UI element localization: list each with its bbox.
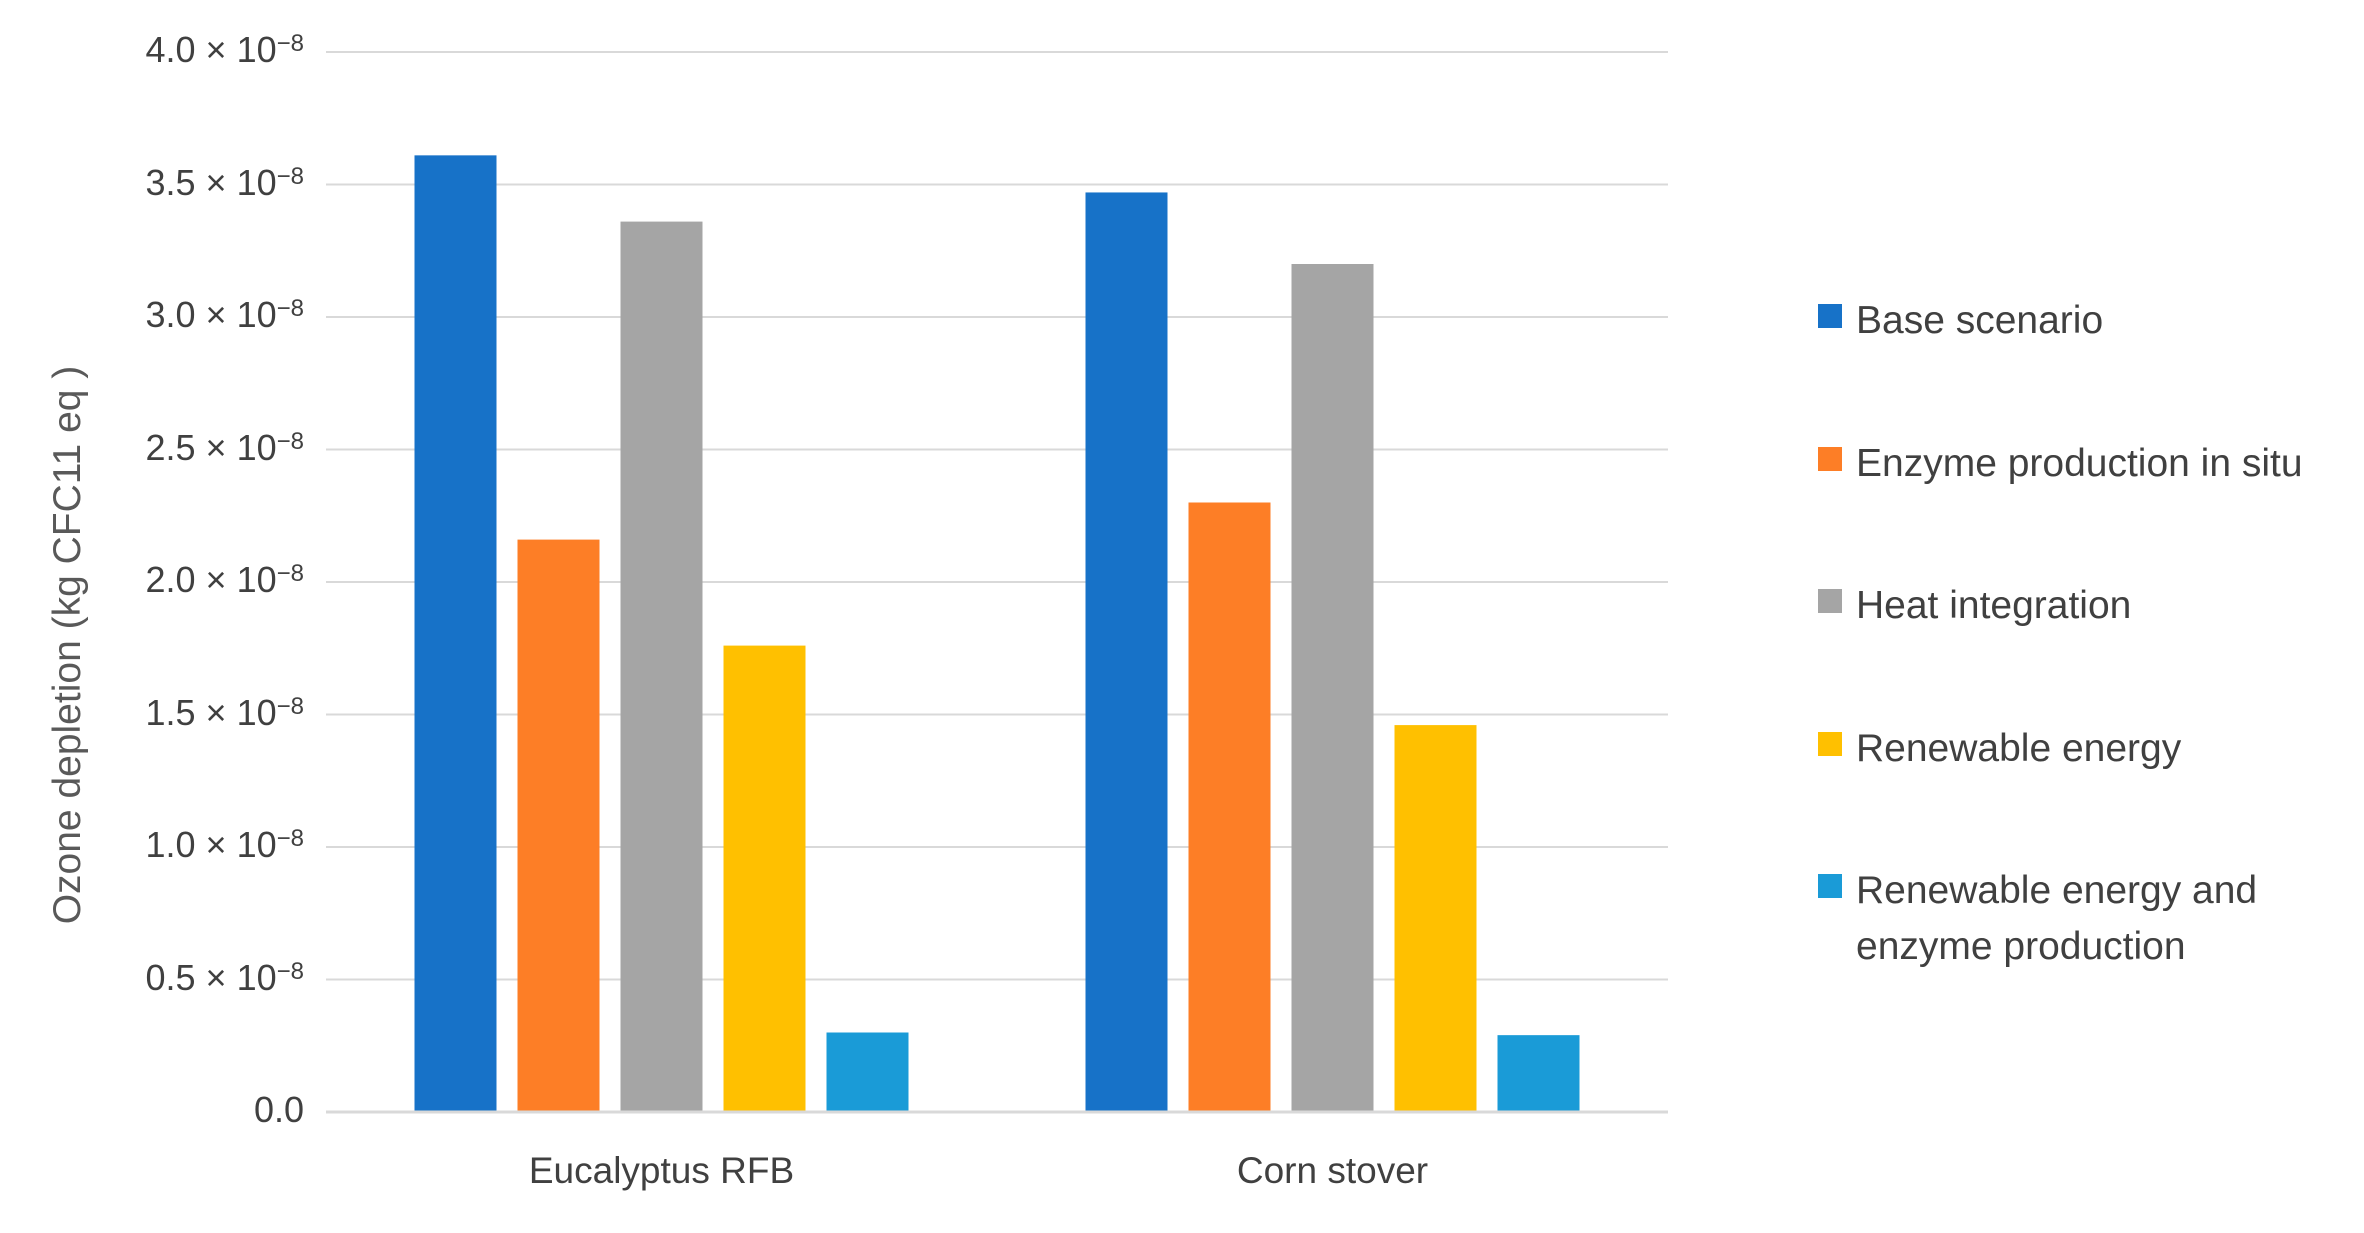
x-category-label: Eucalyptus RFB <box>528 1150 795 1191</box>
y-tick-label: 2.0 × 10−8 <box>145 559 305 600</box>
legend-item: Heat integration <box>1818 578 2364 634</box>
bars <box>414 155 1580 1113</box>
legend-item: Base scenario <box>1818 293 2364 349</box>
bar-heat-integration-corn-stover <box>1291 264 1374 1112</box>
legend-swatch <box>1818 304 1842 328</box>
bar-base-scenario-corn-stover <box>1085 192 1168 1112</box>
legend-label: Renewable energy and enzyme production <box>1856 869 2258 968</box>
y-tick-label: 3.5 × 10−8 <box>145 161 305 203</box>
legend-swatch <box>1818 874 1842 898</box>
y-tick-label: 1.0 × 10−8 <box>145 824 305 865</box>
y-tick-label: 1.5 × 10−8 <box>145 691 305 733</box>
bar-renewable-energy-and-enzyme-production-corn-stover <box>1497 1035 1580 1112</box>
bar-renewable-energy-and-enzyme-production-eucalyptus-rfb <box>826 1032 909 1112</box>
legend-item: Enzyme production in situ <box>1818 436 2364 492</box>
bar-enzyme-production-in-situ-corn-stover <box>1188 502 1271 1112</box>
legend-swatch <box>1818 732 1842 756</box>
y-tick-label: 3.0 × 10−8 <box>145 294 305 335</box>
bar-heat-integration-eucalyptus-rfb <box>620 221 703 1113</box>
legend-swatch <box>1818 447 1842 471</box>
bar-renewable-energy-corn-stover <box>1394 725 1477 1112</box>
y-tick-label: 4.0 × 10−8 <box>145 29 305 70</box>
legend-label: Renewable energy <box>1856 727 2182 770</box>
x-category-label: Corn stover <box>1236 1150 1429 1191</box>
y-tick-label: 2.5 × 10−8 <box>145 426 305 468</box>
bar-enzyme-production-in-situ-eucalyptus-rfb <box>517 539 600 1112</box>
bar-base-scenario-eucalyptus-rfb <box>414 155 497 1113</box>
bar-renewable-energy-eucalyptus-rfb <box>723 645 806 1112</box>
y-tick-label: 0.5 × 10−8 <box>145 956 305 998</box>
legend-item: Renewable energy and enzyme production <box>1818 863 2364 975</box>
legend-label: Enzyme production in situ <box>1856 442 2303 485</box>
legend-label: Base scenario <box>1856 299 2104 342</box>
y-tick-label: 0.0 <box>253 1089 304 1130</box>
y-axis-label: Ozone depletion (kg CFC11 eq ) <box>46 365 89 925</box>
legend-label: Heat integration <box>1856 584 2132 627</box>
legend-item: Renewable energy <box>1818 721 2364 777</box>
legend-swatch <box>1818 589 1842 613</box>
